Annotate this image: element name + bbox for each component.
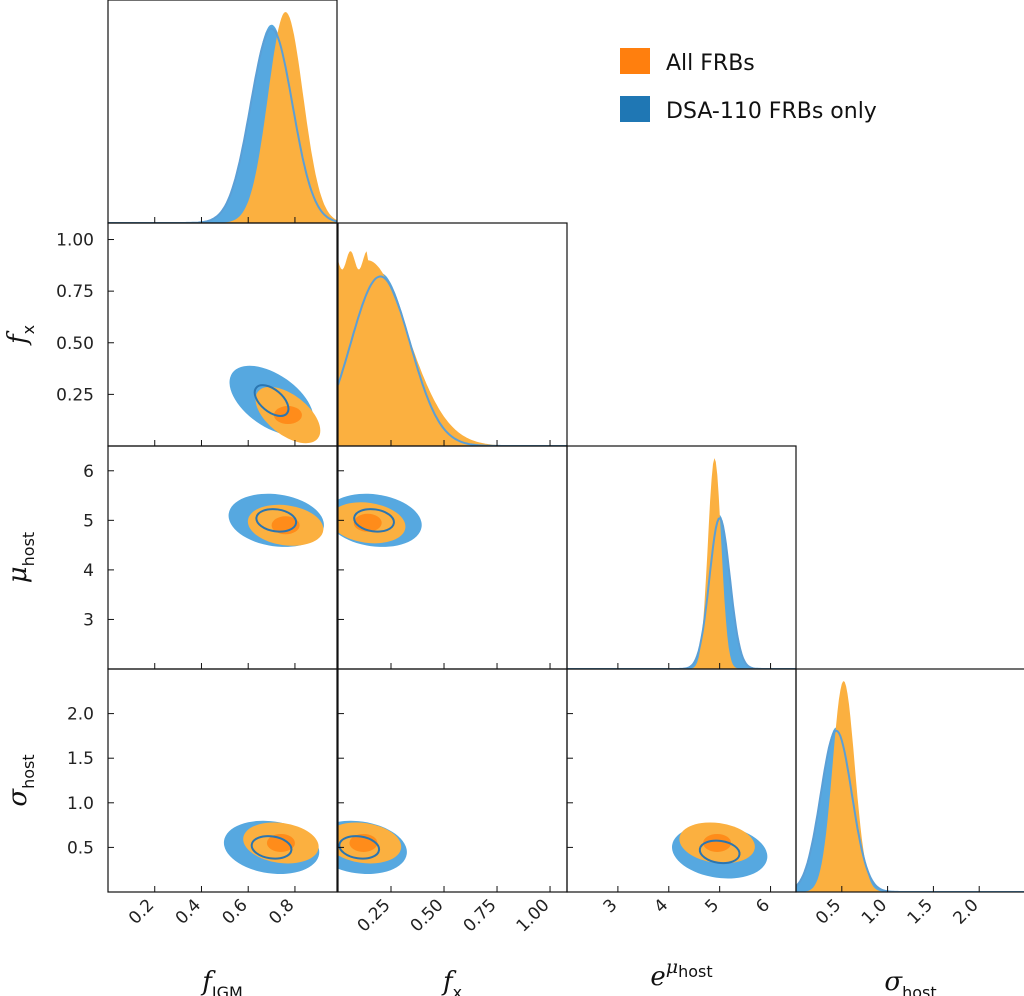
joint-inner-all bbox=[266, 833, 295, 852]
x-tick-label-f_x: 0.50 bbox=[407, 895, 448, 936]
y-tick-label-sigma_host: 1.0 bbox=[67, 794, 94, 814]
joint-panel-f_x-sigma_host bbox=[338, 820, 407, 874]
y-tick-label-sigma_host: 1.5 bbox=[67, 749, 94, 769]
marginal-panel-mu_host bbox=[567, 458, 796, 669]
joint-panel-f_igm-f_x bbox=[229, 365, 321, 444]
y-axis-label-sigma-host: σhost bbox=[3, 754, 38, 806]
joint-inner-dsa110 bbox=[255, 508, 298, 533]
joint-inner-dsa110 bbox=[253, 384, 290, 417]
x-axis-label-mu-host: eμhost bbox=[650, 956, 712, 992]
marginal-line-sigma_host-dsa110 bbox=[796, 729, 1024, 892]
x-tick-label-sigma_host: 1.0 bbox=[858, 895, 891, 928]
joint-inner-dsa110 bbox=[338, 835, 381, 860]
y-tick-label-mu_host: 4 bbox=[83, 561, 94, 581]
marginal-panel-sigma_host bbox=[796, 681, 1024, 892]
marginal-line-mu_host-dsa110 bbox=[567, 516, 796, 669]
marginal-line-f_igm-dsa110 bbox=[108, 27, 337, 223]
panels-layer bbox=[107, 0, 1024, 893]
x-tick-label-mu_host: 5 bbox=[701, 895, 723, 917]
x-tick-label-f_igm: 0.4 bbox=[172, 895, 205, 928]
x-axis-label-f-igm: fIGM bbox=[200, 967, 243, 996]
x-tick-label-f_x: 1.00 bbox=[513, 895, 554, 936]
x-tick-label-f_igm: 0.8 bbox=[265, 895, 298, 928]
x-tick-label-f_igm: 0.6 bbox=[218, 895, 251, 928]
y-tick-label-mu_host: 3 bbox=[83, 610, 94, 630]
frame-mu_host-sigma_host bbox=[566, 668, 797, 893]
marginal-panel-f_igm bbox=[108, 12, 337, 223]
marginal-fill-mu_host-all bbox=[567, 458, 796, 669]
y-tick-label-f_x: 1.00 bbox=[56, 231, 94, 251]
marginal-fill-f_igm-all bbox=[108, 12, 337, 223]
joint-inner-all bbox=[271, 516, 300, 535]
y-tick-label-f_x: 0.50 bbox=[56, 334, 94, 354]
frame-mu_host-mu_host bbox=[566, 445, 797, 670]
y-tick-label-mu_host: 5 bbox=[83, 511, 94, 531]
y-tick-label-f_x: 0.75 bbox=[56, 282, 94, 302]
joint-inner-all bbox=[703, 833, 732, 852]
joint-inner-all bbox=[273, 406, 302, 425]
x-tick-label-f_x: 0.75 bbox=[460, 895, 501, 936]
x-tick-label-f_igm: 0.2 bbox=[125, 895, 158, 928]
marginal-panel-f_x bbox=[338, 251, 567, 446]
frame-f_x-mu_host bbox=[337, 445, 568, 670]
y-axis-label-f-x: fx bbox=[3, 325, 38, 346]
y-axis-label-mu-host: μhost bbox=[3, 532, 38, 583]
frame-f_igm-mu_host bbox=[107, 445, 338, 670]
marginal-line-f_x-dsa110 bbox=[338, 275, 567, 446]
y-tick-label-f_x: 0.25 bbox=[56, 385, 94, 405]
x-tick-label-mu_host: 4 bbox=[651, 895, 673, 917]
x-axis-label-f-x: fx bbox=[441, 967, 462, 996]
legend-swatch-dsa110 bbox=[620, 96, 650, 122]
y-tick-label-sigma_host: 2.0 bbox=[67, 705, 94, 725]
x-tick-label-mu_host: 6 bbox=[752, 895, 774, 917]
marginal-fill-sigma_host-all bbox=[796, 681, 1024, 892]
joint-panel-f_x-mu_host bbox=[338, 493, 422, 547]
legend-label-all-frbs: All FRBs bbox=[666, 51, 755, 76]
x-tick-label-f_x: 0.25 bbox=[354, 895, 395, 936]
x-tick-label-sigma_host: 1.5 bbox=[904, 895, 937, 928]
joint-panel-f_igm-mu_host bbox=[228, 493, 324, 547]
joint-inner-dsa110 bbox=[353, 508, 395, 533]
joint-inner-dsa110 bbox=[698, 839, 741, 865]
y-tick-label-sigma_host: 0.5 bbox=[67, 838, 94, 858]
marginal-fill-mu_host-dsa110 bbox=[567, 515, 796, 669]
joint-panel-f_igm-sigma_host bbox=[223, 820, 320, 874]
x-tick-label-mu_host: 3 bbox=[600, 895, 622, 917]
x-tick-label-sigma_host: 0.5 bbox=[812, 895, 845, 928]
legend-label-dsa110: DSA-110 FRBs only bbox=[666, 99, 877, 124]
legend-swatch-all-frbs bbox=[620, 48, 650, 74]
legend: All FRBs DSA-110 FRBs only bbox=[620, 48, 877, 124]
joint-panel-mu_host-sigma_host bbox=[671, 822, 768, 879]
x-tick-label-sigma_host: 2.0 bbox=[949, 895, 982, 928]
frame-f_igm-sigma_host bbox=[107, 668, 338, 893]
joint-inner-dsa110 bbox=[250, 835, 293, 860]
x-axis-label-sigma-host: σhost bbox=[884, 967, 936, 996]
joint-inner-all bbox=[353, 513, 382, 532]
y-tick-label-mu_host: 6 bbox=[83, 462, 94, 482]
marginal-fill-f_x-all bbox=[338, 251, 567, 446]
